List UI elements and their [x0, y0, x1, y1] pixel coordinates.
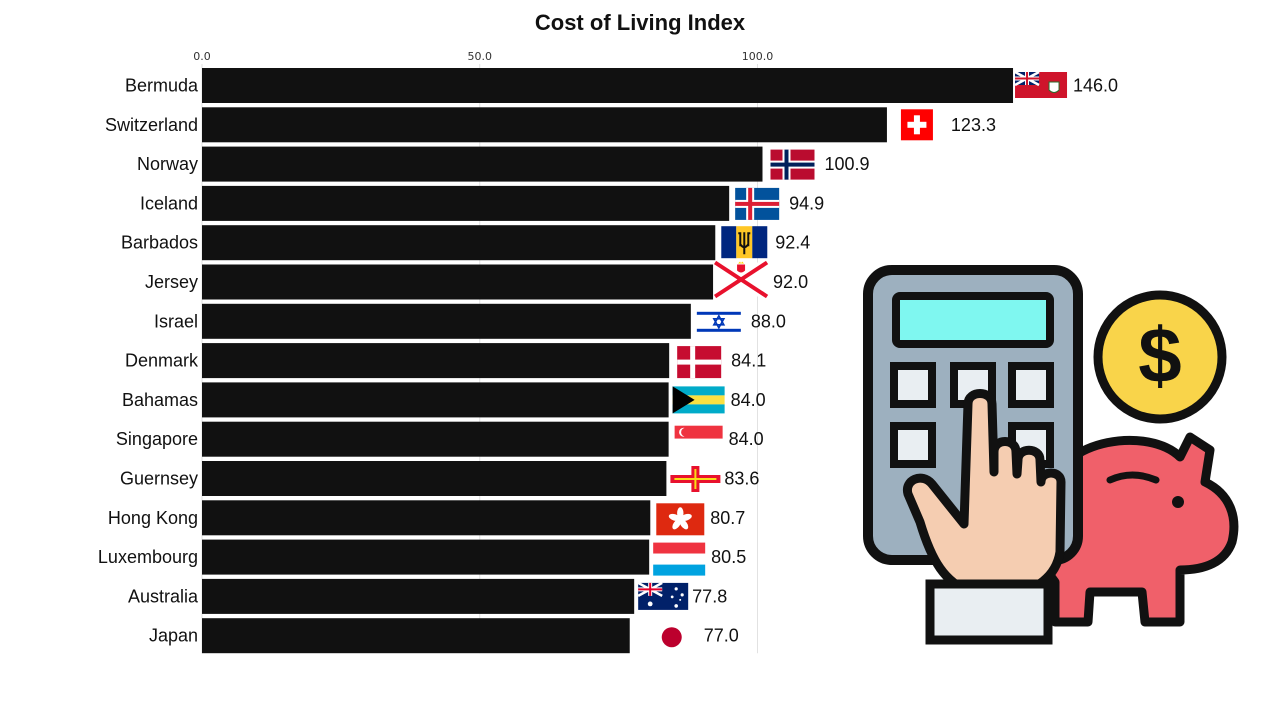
bars — [202, 68, 1014, 654]
value-label: 84.0 — [729, 429, 764, 449]
bar — [202, 303, 691, 339]
bar — [202, 421, 669, 457]
value-labels: 146.0 123.3 100.994.9 92.4 92.0 88.0 84.1 84.0 8… — [692, 76, 1118, 646]
bermuda-flag-icon — [1014, 70, 1068, 98]
bar — [202, 146, 763, 182]
barbados-flag-icon — [721, 226, 768, 259]
category-label: Australia — [128, 586, 199, 606]
category-label: Luxembourg — [98, 547, 198, 567]
value-label: 84.1 — [731, 351, 766, 371]
category-label: Hong Kong — [108, 508, 198, 528]
bar — [202, 264, 714, 300]
value-label: 94.9 — [789, 193, 824, 213]
singapore-flag-icon — [674, 425, 723, 452]
category-label: Israel — [154, 311, 198, 331]
bar — [202, 343, 670, 379]
value-label: 77.0 — [704, 626, 739, 646]
bar — [202, 578, 635, 614]
value-label: 88.0 — [751, 311, 786, 331]
value-label: 80.5 — [711, 547, 746, 567]
bar — [202, 225, 716, 261]
category-label: Barbados — [121, 233, 198, 253]
value-label: 77.8 — [692, 586, 727, 606]
flag-icons — [637, 70, 1068, 653]
luxembourg-flag-icon — [653, 542, 706, 576]
category-label: Jersey — [145, 272, 198, 292]
israel-flag-icon — [696, 309, 741, 334]
norway-flag-icon — [770, 149, 815, 180]
category-label: Denmark — [125, 351, 199, 371]
bar — [202, 185, 730, 221]
x-tick-label: 100.0 — [742, 50, 774, 63]
x-tick-label: 50.0 — [468, 50, 493, 63]
guernsey-flag-icon — [670, 466, 721, 492]
bahamas-flag-icon — [672, 386, 725, 414]
value-label: 83.6 — [724, 469, 759, 489]
value-label: 92.4 — [775, 233, 810, 253]
bar — [202, 461, 667, 496]
value-label: 123.3 — [951, 115, 996, 135]
bar — [202, 382, 669, 418]
hong-kong-flag-icon — [656, 503, 705, 536]
jersey-flag-icon — [713, 260, 769, 299]
bar — [202, 500, 651, 536]
iceland-flag-icon — [735, 187, 780, 220]
dollar-coin-icon: $ — [1093, 290, 1227, 424]
value-label: 84.0 — [731, 390, 766, 410]
value-label: 100.9 — [824, 154, 869, 174]
value-label: 92.0 — [773, 272, 808, 292]
denmark-flag-icon — [677, 346, 722, 379]
category-label: Bahamas — [122, 390, 198, 410]
bar — [202, 107, 887, 143]
chart-title: Cost of Living Index — [535, 10, 746, 35]
australia-flag-icon — [637, 581, 689, 610]
category-labels: Bermuda Switzerland Norway Iceland Barbados J… — [98, 76, 199, 646]
coin-symbol: $ — [1138, 311, 1181, 399]
category-label: Bermuda — [125, 76, 199, 96]
calculator-hand-piggy-bank-coin-icon: $ — [863, 265, 1239, 645]
bar — [202, 539, 650, 575]
bar — [202, 68, 1014, 103]
category-label: Singapore — [116, 429, 198, 449]
x-tick-label: 0.0 — [193, 50, 211, 63]
category-label: Guernsey — [120, 469, 198, 489]
value-label: 80.7 — [710, 508, 745, 528]
x-axis-ticks: 0.0 50.0 100.0 — [193, 50, 773, 63]
category-label: Iceland — [140, 193, 198, 213]
category-label: Norway — [137, 154, 198, 174]
pointing-hand-icon — [902, 389, 1066, 645]
bar — [202, 618, 630, 654]
category-label: Japan — [149, 626, 198, 646]
category-label: Switzerland — [105, 115, 198, 135]
switzerland-flag-icon — [900, 109, 933, 141]
japan-flag-icon — [649, 622, 694, 653]
value-label: 146.0 — [1073, 76, 1118, 96]
